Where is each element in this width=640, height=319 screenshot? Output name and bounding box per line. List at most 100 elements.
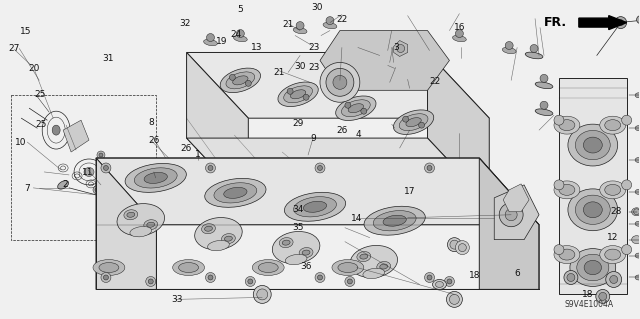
Ellipse shape xyxy=(259,263,278,272)
Ellipse shape xyxy=(52,125,60,135)
Ellipse shape xyxy=(568,124,618,166)
Ellipse shape xyxy=(253,286,271,303)
Ellipse shape xyxy=(360,254,368,259)
Ellipse shape xyxy=(570,249,616,286)
Circle shape xyxy=(105,174,113,182)
Polygon shape xyxy=(394,41,408,56)
Text: 10: 10 xyxy=(15,137,26,146)
Ellipse shape xyxy=(348,104,364,113)
Text: 9: 9 xyxy=(311,134,317,143)
Circle shape xyxy=(245,277,255,286)
Text: 26: 26 xyxy=(148,136,160,145)
Ellipse shape xyxy=(535,109,553,115)
Circle shape xyxy=(456,30,463,38)
Circle shape xyxy=(399,72,407,80)
Text: 21: 21 xyxy=(273,68,284,77)
Polygon shape xyxy=(320,31,449,90)
Ellipse shape xyxy=(635,126,640,130)
Ellipse shape xyxy=(577,254,609,281)
Circle shape xyxy=(146,277,156,286)
Circle shape xyxy=(634,209,639,215)
Ellipse shape xyxy=(179,263,198,272)
Circle shape xyxy=(101,272,111,282)
Ellipse shape xyxy=(575,130,610,160)
Text: 33: 33 xyxy=(171,295,182,304)
Text: 19: 19 xyxy=(216,38,227,47)
Ellipse shape xyxy=(502,47,516,54)
Ellipse shape xyxy=(559,120,575,130)
Polygon shape xyxy=(63,120,89,152)
Text: 7: 7 xyxy=(24,184,29,193)
Ellipse shape xyxy=(383,215,406,226)
Ellipse shape xyxy=(225,236,232,241)
Text: 18: 18 xyxy=(582,290,593,299)
Ellipse shape xyxy=(447,238,461,252)
Circle shape xyxy=(345,277,355,286)
Circle shape xyxy=(399,44,407,52)
Ellipse shape xyxy=(205,226,212,231)
Ellipse shape xyxy=(600,181,626,199)
Ellipse shape xyxy=(362,38,413,87)
Circle shape xyxy=(505,41,513,49)
Circle shape xyxy=(427,166,432,170)
Ellipse shape xyxy=(357,252,371,262)
Ellipse shape xyxy=(377,262,390,271)
Text: 25: 25 xyxy=(34,90,45,99)
Circle shape xyxy=(208,166,213,170)
Ellipse shape xyxy=(350,245,397,278)
Ellipse shape xyxy=(220,68,260,93)
Circle shape xyxy=(403,116,408,122)
Text: 21: 21 xyxy=(282,20,294,29)
Ellipse shape xyxy=(214,183,257,203)
Ellipse shape xyxy=(293,27,307,34)
Circle shape xyxy=(621,180,632,190)
Ellipse shape xyxy=(554,246,580,263)
Circle shape xyxy=(348,279,353,284)
Circle shape xyxy=(554,115,564,125)
Ellipse shape xyxy=(364,206,426,235)
Ellipse shape xyxy=(134,168,177,188)
Ellipse shape xyxy=(147,222,155,227)
Text: 8: 8 xyxy=(148,118,154,128)
Ellipse shape xyxy=(257,289,268,300)
Circle shape xyxy=(148,279,153,284)
Ellipse shape xyxy=(84,167,94,176)
Circle shape xyxy=(456,241,469,255)
Circle shape xyxy=(610,276,618,284)
Polygon shape xyxy=(187,138,489,204)
Circle shape xyxy=(205,163,216,173)
Circle shape xyxy=(95,188,99,192)
Polygon shape xyxy=(187,52,489,118)
Circle shape xyxy=(540,74,548,82)
Ellipse shape xyxy=(195,218,242,250)
Circle shape xyxy=(540,101,548,109)
Ellipse shape xyxy=(554,181,580,199)
Polygon shape xyxy=(494,185,539,240)
Polygon shape xyxy=(428,52,489,204)
Ellipse shape xyxy=(406,118,421,127)
Circle shape xyxy=(361,108,367,114)
Ellipse shape xyxy=(144,173,167,183)
Ellipse shape xyxy=(93,260,125,276)
Ellipse shape xyxy=(130,226,152,237)
Text: 20: 20 xyxy=(29,64,40,73)
Circle shape xyxy=(315,163,325,173)
Ellipse shape xyxy=(279,238,293,248)
Ellipse shape xyxy=(635,93,640,98)
Text: 26: 26 xyxy=(180,144,192,153)
Ellipse shape xyxy=(583,202,602,218)
Text: 31: 31 xyxy=(102,54,114,63)
Circle shape xyxy=(287,88,293,94)
Ellipse shape xyxy=(333,75,347,89)
Ellipse shape xyxy=(373,211,416,231)
Ellipse shape xyxy=(299,248,313,258)
Circle shape xyxy=(427,275,432,280)
Ellipse shape xyxy=(600,246,626,263)
Ellipse shape xyxy=(252,260,284,276)
Ellipse shape xyxy=(332,260,364,276)
Circle shape xyxy=(296,22,304,30)
Circle shape xyxy=(530,45,538,52)
Circle shape xyxy=(447,279,452,284)
Circle shape xyxy=(614,17,627,29)
Ellipse shape xyxy=(632,208,640,216)
